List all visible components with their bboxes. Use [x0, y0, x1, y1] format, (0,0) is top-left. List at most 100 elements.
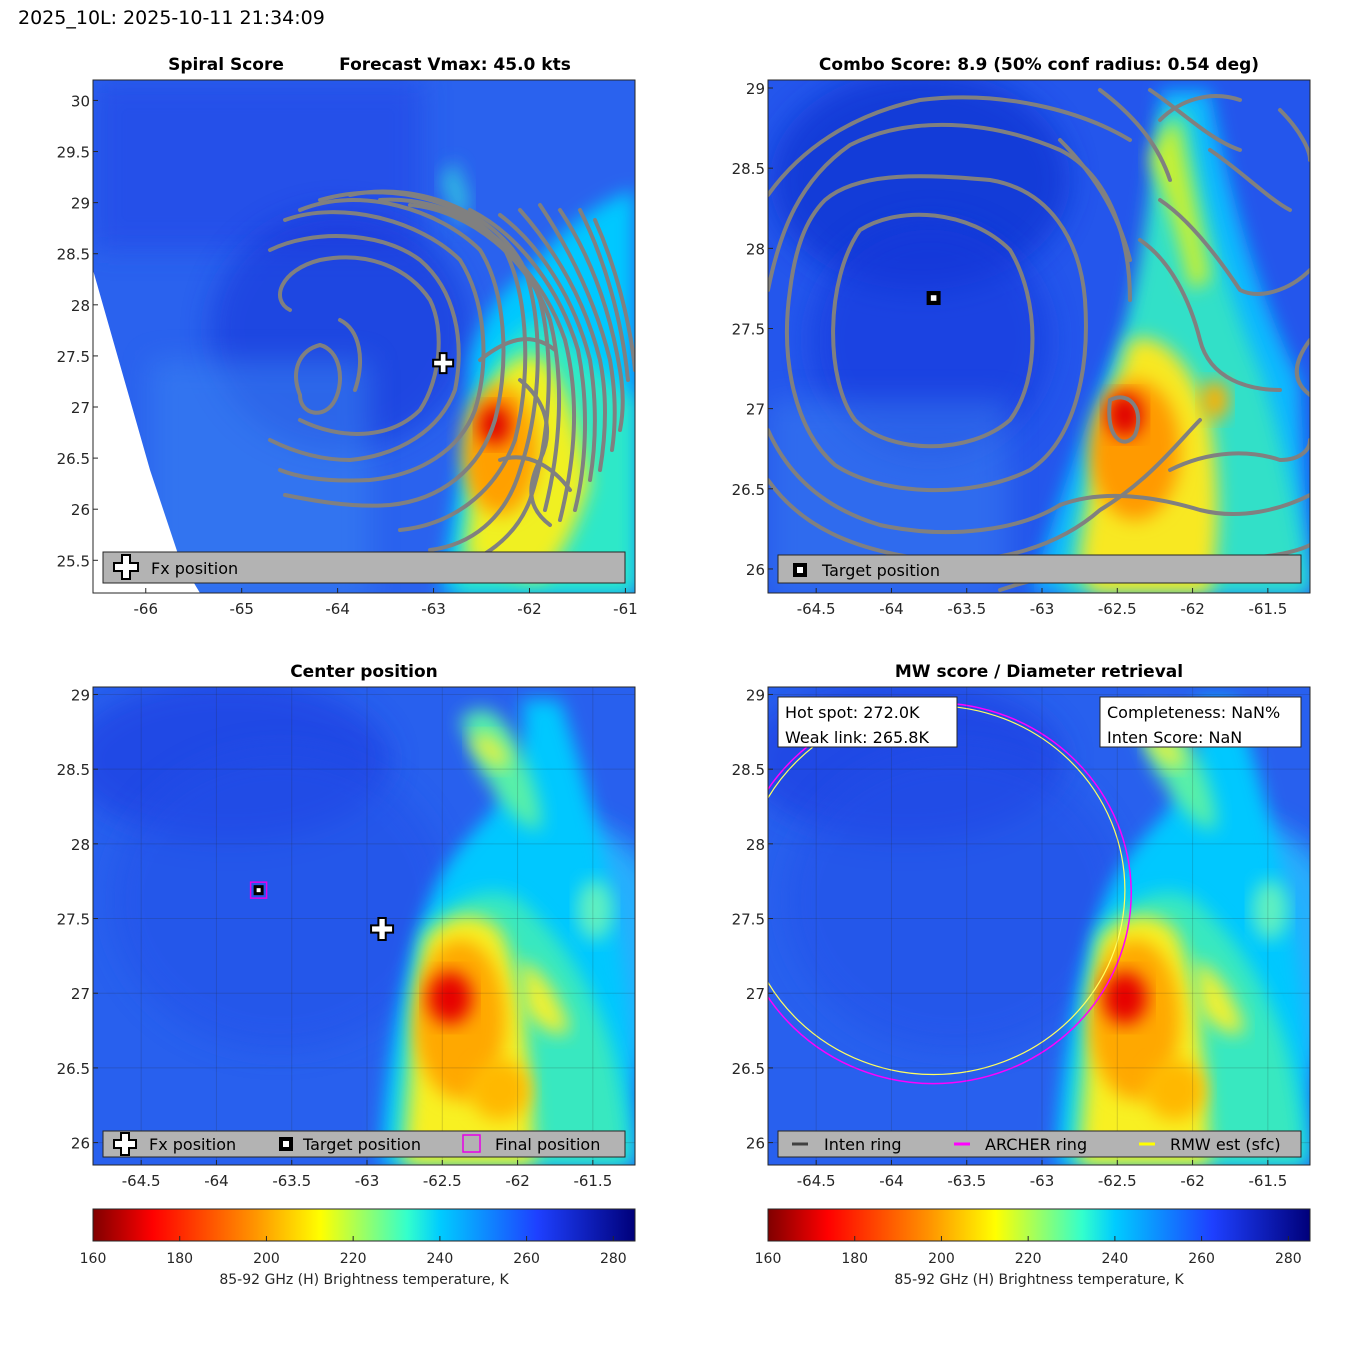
colorbar-tick-label: 160	[80, 1251, 107, 1267]
y-tick-label: 26.5	[57, 450, 90, 468]
x-tick-label: -64	[879, 1172, 904, 1190]
panel3-legend-label-1: Target position	[302, 1135, 421, 1154]
hot-spot-text: Hot spot: 272.0K	[785, 703, 920, 722]
x-tick-label: -63	[355, 1172, 380, 1190]
panel-center-position: Center position Fx position	[57, 662, 636, 1190]
colorbar-tick-label: 260	[1188, 1251, 1215, 1267]
y-tick-label: 27	[746, 985, 765, 1003]
x-tick-label: -63.5	[947, 1172, 986, 1190]
target-square-icon	[279, 1137, 293, 1151]
panel4-info-left: Hot spot: 272.0K Weak link: 265.8K	[777, 696, 958, 748]
panel3-heatmap	[93, 687, 635, 1165]
x-tick-label: -62	[517, 600, 542, 618]
panel3-markers	[249, 881, 395, 941]
panel1-legend-label-0: Fx position	[151, 559, 238, 578]
x-tick-label: -65	[229, 600, 254, 618]
panel2-heatmap	[768, 80, 1310, 593]
colorbar-tick-label: 240	[1102, 1251, 1129, 1267]
x-tick-label: -63	[421, 600, 446, 618]
colorbar-tick-label: 220	[1015, 1251, 1042, 1267]
panel-spiral-score: Spiral Score Forecast Vmax: 45.0 kts	[57, 55, 638, 618]
colorbar-tick-label: 160	[755, 1251, 782, 1267]
panel4-grid	[768, 687, 1310, 1165]
panel1-heatmap	[93, 80, 635, 593]
x-tick-label: -63.5	[947, 600, 986, 618]
panel3-legend: Fx position Target position Final positi…	[102, 1130, 626, 1158]
panel4-axes-box	[767, 686, 1311, 1166]
x-tick-label: -66	[134, 600, 159, 618]
final-square-icon	[462, 1134, 481, 1153]
fx-cross-icon	[113, 554, 139, 580]
inten-score-text: Inten Score: NaN	[1107, 728, 1242, 747]
panel1-axes-box	[92, 79, 636, 594]
x-tick-label: -64.5	[797, 600, 836, 618]
x-tick-label: -62.5	[423, 1172, 462, 1190]
panel2-contours	[768, 88, 1310, 592]
panel2-legend: Target position	[777, 554, 1302, 584]
y-tick-label: 26	[746, 561, 765, 579]
panel3-grid	[93, 687, 635, 1165]
x-tick-label: -64.5	[797, 1172, 836, 1190]
panel2-axis-ticks: -64.5 -64 -63.5 -63 -62.5 -62 -61.5 26 26.5 27 27.…	[732, 80, 1288, 618]
y-tick-label: 26	[71, 1135, 90, 1153]
panel2-legend-label-0: Target position	[821, 561, 940, 580]
panel3-legend-label-0: Fx position	[149, 1135, 236, 1154]
y-tick-label: 28	[71, 297, 90, 315]
x-tick-label: -64	[325, 600, 350, 618]
y-tick-label: 29	[746, 686, 765, 704]
panel4-legend-label-0: Inten ring	[824, 1135, 902, 1154]
y-tick-label: 28.5	[57, 246, 90, 264]
panel4-axis-ticks: -64.5 -64 -63.5 -63 -62.5 -62 -61.5 26 26.5 27 27.…	[732, 686, 1288, 1190]
x-tick-label: -62	[505, 1172, 530, 1190]
y-tick-label: 27.5	[732, 911, 765, 929]
panel4-heatmap	[768, 687, 1310, 1165]
weak-link-text: Weak link: 265.8K	[785, 728, 929, 747]
y-tick-label: 26.5	[732, 481, 765, 499]
x-tick-label: -62	[1180, 1172, 1205, 1190]
panel4-legend-label-1: ARCHER ring	[985, 1135, 1087, 1154]
x-tick-label: -62.5	[1098, 1172, 1137, 1190]
x-tick-label: -61.5	[573, 1172, 612, 1190]
x-tick-label: -62.5	[1098, 600, 1137, 618]
x-tick-label: -63	[1030, 1172, 1055, 1190]
x-tick-label: -62	[1180, 600, 1205, 618]
panel1-title-left: Spiral Score	[168, 55, 284, 75]
panel3-legend-label-2: Final position	[495, 1135, 600, 1154]
panel4-info-right: Completeness: NaN% Inten Score: NaN	[1099, 696, 1302, 748]
y-tick-label: 27.5	[732, 320, 765, 338]
panel1-axis-ticks: -66 -65 -64 -63 -62 -61 25.5 26 26.5 27 27.5 28 28.5…	[57, 92, 638, 618]
colorbar-tick-label: 240	[427, 1251, 454, 1267]
colorbar-left-ticks: 160 180 200 220 240 260 280	[80, 1236, 627, 1267]
y-tick-label: 29	[746, 80, 765, 98]
x-tick-label: -61	[613, 600, 638, 618]
y-tick-label: 26	[71, 501, 90, 519]
x-tick-label: -64	[204, 1172, 229, 1190]
x-tick-label: -63.5	[272, 1172, 311, 1190]
colorbar-tick-label: 180	[166, 1251, 193, 1267]
y-tick-label: 25.5	[57, 552, 90, 570]
colorbar-left-label: 85-92 GHz (H) Brightness temperature, K	[219, 1272, 509, 1288]
y-tick-label: 30	[71, 92, 90, 110]
y-tick-label: 27.5	[57, 348, 90, 366]
fx-position-cross	[370, 916, 395, 941]
y-tick-label: 29	[71, 195, 90, 213]
final-position-square	[249, 881, 268, 899]
colorbar-tick-label: 260	[513, 1251, 540, 1267]
y-tick-label: 27	[746, 401, 765, 419]
colorbar-right: 160 180 200 220 240 260 280 85-92 GHz (H) Brig…	[755, 1208, 1311, 1288]
panel2-title: Combo Score: 8.9 (50% conf radius: 0.54 …	[819, 55, 1259, 75]
y-tick-label: 26	[746, 1135, 765, 1153]
x-tick-label: -61.5	[1248, 600, 1287, 618]
y-tick-label: 28.5	[732, 160, 765, 178]
panel1-title-right: Forecast Vmax: 45.0 kts	[339, 55, 571, 75]
colorbar-tick-label: 280	[1275, 1251, 1302, 1267]
y-tick-label: 28.5	[57, 761, 90, 779]
x-tick-label: -61.5	[1248, 1172, 1287, 1190]
y-tick-label: 28.5	[732, 761, 765, 779]
panel2-axes-box	[767, 79, 1311, 594]
panel4-title: MW score / Diameter retrieval	[895, 662, 1183, 682]
y-tick-label: 27	[71, 985, 90, 1003]
target-square-icon	[793, 563, 807, 577]
figure-title: 2025_10L: 2025-10-11 21:34:09	[18, 7, 325, 29]
